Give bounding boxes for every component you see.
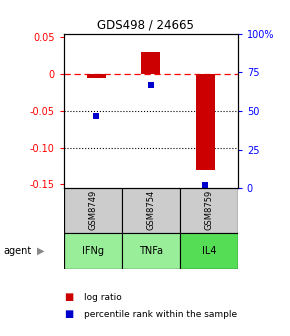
Text: ■: ■ <box>64 309 73 319</box>
Bar <box>180 188 238 233</box>
Text: agent: agent <box>3 246 31 256</box>
Text: IFNg: IFNg <box>82 246 104 256</box>
Text: GSM8754: GSM8754 <box>146 190 155 230</box>
Text: percentile rank within the sample: percentile rank within the sample <box>84 310 237 319</box>
Text: GSM8759: GSM8759 <box>204 190 213 230</box>
Text: ▶: ▶ <box>37 246 44 256</box>
Text: ■: ■ <box>64 292 73 302</box>
Bar <box>64 188 122 233</box>
Bar <box>180 233 238 269</box>
Text: log ratio: log ratio <box>84 293 122 302</box>
Bar <box>196 74 215 170</box>
Bar <box>87 74 106 78</box>
Text: GSM8749: GSM8749 <box>88 190 97 230</box>
Bar <box>64 233 122 269</box>
Bar <box>122 233 180 269</box>
Bar <box>141 52 160 74</box>
Text: TNFa: TNFa <box>139 246 163 256</box>
Bar <box>122 188 180 233</box>
Text: GDS498 / 24665: GDS498 / 24665 <box>97 18 193 32</box>
Text: IL4: IL4 <box>202 246 216 256</box>
